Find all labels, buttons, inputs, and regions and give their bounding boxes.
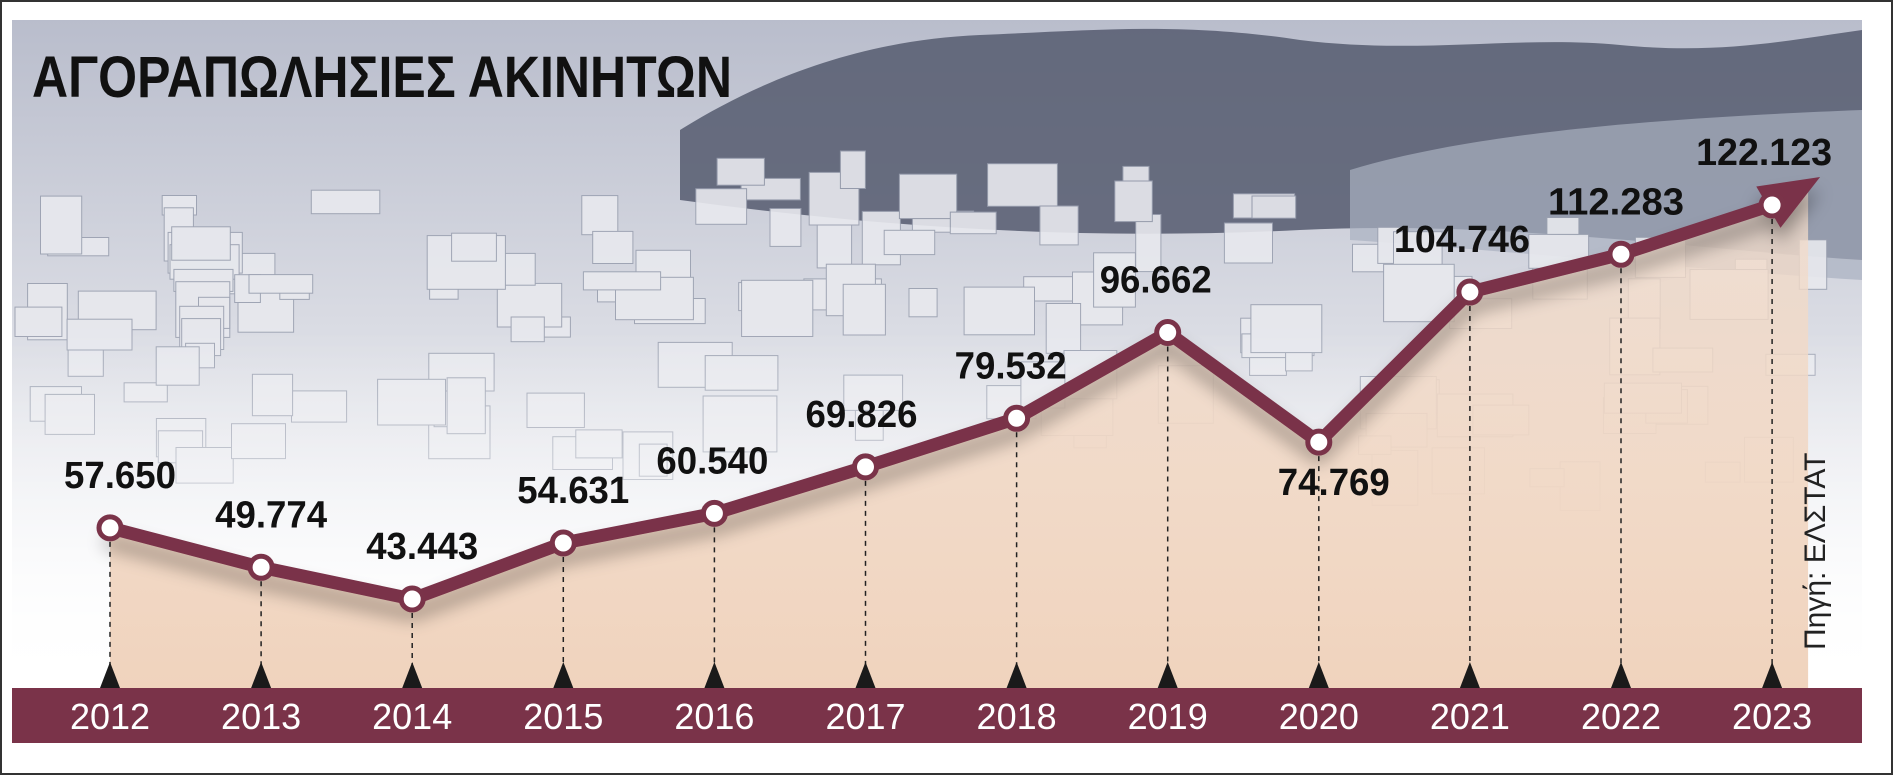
value-label-2019: 96.662: [1100, 259, 1212, 301]
year-label-2013: 2013: [221, 696, 301, 737]
marker-2016: [700, 499, 728, 527]
drop-lines: [100, 219, 1783, 688]
year-label-2017: 2017: [825, 696, 905, 737]
value-label-2016: 60.540: [656, 440, 768, 482]
year-label-2015: 2015: [523, 696, 603, 737]
year-label-2021: 2021: [1430, 696, 1510, 737]
tick-triangle-2022: [1611, 662, 1631, 688]
year-label-2019: 2019: [1128, 696, 1208, 737]
year-label-2018: 2018: [977, 696, 1057, 737]
tick-triangle-2021: [1459, 662, 1480, 688]
value-label-2023: 122.123: [1696, 132, 1832, 174]
tick-triangle-2019: [1157, 662, 1178, 688]
tick-triangle-2020: [1308, 662, 1329, 688]
area-fill: [110, 184, 1809, 688]
year-label-2022: 2022: [1581, 696, 1661, 737]
value-label-2013: 49.774: [215, 494, 327, 536]
marker-2018: [1003, 404, 1031, 432]
year-band: [12, 688, 1862, 743]
value-label-2020: 74.769: [1278, 462, 1390, 504]
marker-2019: [1154, 318, 1182, 346]
tick-triangle-2016: [704, 662, 725, 688]
year-label-2023: 2023: [1732, 696, 1812, 737]
value-label-2017: 69.826: [806, 394, 918, 436]
x-tick-labels: 2012 2013 2014 2015 2016 2017 2018 2019 2020 2021…: [70, 696, 1812, 737]
value-label-2018: 79.532: [955, 345, 1067, 387]
year-label-2020: 2020: [1279, 696, 1359, 737]
marker-2022: [1607, 240, 1635, 268]
chart-title: ΑΓΟΡΑΠΩΛΗΣΙΕΣ ΑΚΙΝΗΤΩΝ: [32, 45, 732, 110]
marker-2020: [1305, 428, 1333, 456]
value-label-2022: 112.283: [1548, 181, 1684, 223]
marker-2023: [1758, 191, 1786, 219]
tick-triangle-2012: [100, 662, 120, 688]
marker-2017: [852, 453, 879, 481]
marker-2021: [1456, 278, 1484, 306]
tick-triangle-2018: [1006, 662, 1027, 688]
marker-2013: [247, 553, 275, 581]
year-label-2014: 2014: [372, 696, 452, 737]
value-label-2021: 104.746: [1394, 219, 1530, 261]
value-labels: 57.650 49.774 43.443 54.631 60.540 69.826 79.5…: [64, 132, 1832, 568]
value-label-2012: 57.650: [64, 455, 176, 497]
marker-2015: [549, 529, 577, 557]
tick-triangle-2014: [402, 662, 423, 688]
year-label-2016: 2016: [674, 696, 754, 737]
tick-triangle-2017: [855, 662, 876, 688]
arrow-head: [1756, 177, 1821, 228]
tick-triangle-2023: [1762, 662, 1783, 688]
source-note: Πηγή: ΕΛΣΤΑΤ: [1799, 452, 1832, 650]
year-label-2012: 2012: [70, 696, 150, 737]
tick-triangle-2015: [553, 662, 574, 688]
marker-2014: [398, 585, 426, 613]
value-label-2014: 43.443: [366, 526, 478, 568]
markers: [96, 191, 1786, 613]
marker-2012: [96, 514, 124, 542]
tick-triangle-2013: [251, 662, 272, 688]
value-label-2015: 54.631: [517, 470, 629, 512]
